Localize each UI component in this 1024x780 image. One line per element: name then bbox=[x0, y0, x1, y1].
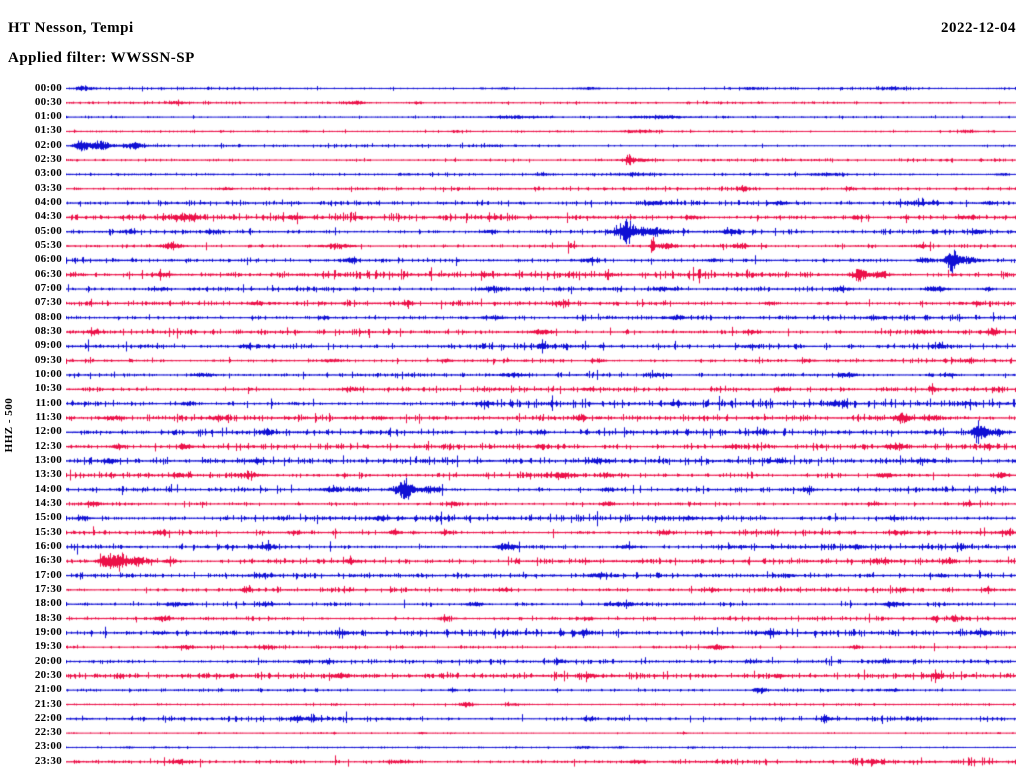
time-label: 14:00 bbox=[34, 482, 62, 495]
helicorder-plot-area bbox=[66, 81, 1016, 773]
time-label: 22:00 bbox=[34, 711, 62, 724]
time-label: 02:00 bbox=[34, 138, 62, 151]
time-label: 02:30 bbox=[34, 153, 62, 166]
time-label: 00:30 bbox=[34, 95, 62, 108]
time-label: 14:30 bbox=[34, 496, 62, 509]
time-label: 01:00 bbox=[34, 110, 62, 123]
time-label: 21:30 bbox=[34, 697, 62, 710]
time-label: 05:30 bbox=[34, 239, 62, 252]
time-label: 09:00 bbox=[34, 339, 62, 352]
time-label: 15:00 bbox=[34, 511, 62, 524]
time-label: 23:00 bbox=[34, 740, 62, 753]
time-label: 10:30 bbox=[34, 382, 62, 395]
time-label: 17:00 bbox=[34, 568, 62, 581]
time-label: 18:30 bbox=[34, 611, 62, 624]
time-label: 22:30 bbox=[34, 726, 62, 739]
time-label: 05:00 bbox=[34, 224, 62, 237]
time-label: 03:30 bbox=[34, 181, 62, 194]
time-label: 12:30 bbox=[34, 439, 62, 452]
time-label: 16:30 bbox=[34, 554, 62, 567]
time-label: 12:00 bbox=[34, 425, 62, 438]
station-title: HT Nesson, Tempi bbox=[8, 20, 134, 36]
time-axis-labels: 00:00 00:30 01:00 01:30 02:00 02:30 03:00 03:30… bbox=[0, 81, 62, 773]
applied-filter-label: Applied filter: WWSSN-SP bbox=[8, 50, 195, 66]
record-date: 2022-12-04 bbox=[941, 20, 1016, 36]
time-label: 07:00 bbox=[34, 282, 62, 295]
time-label: 08:30 bbox=[34, 325, 62, 338]
time-label: 18:00 bbox=[34, 597, 62, 610]
time-label: 10:00 bbox=[34, 368, 62, 381]
time-label: 04:00 bbox=[34, 196, 62, 209]
time-label: 06:00 bbox=[34, 253, 62, 266]
time-label: 20:00 bbox=[34, 654, 62, 667]
time-label: 13:00 bbox=[34, 453, 62, 466]
time-label: 11:00 bbox=[35, 396, 62, 409]
time-label: 16:00 bbox=[34, 539, 62, 552]
time-label: 21:00 bbox=[34, 683, 62, 696]
time-label: 20:30 bbox=[34, 668, 62, 681]
time-label: 09:30 bbox=[34, 353, 62, 366]
time-label: 19:00 bbox=[34, 625, 62, 638]
time-label: 23:30 bbox=[34, 754, 62, 767]
time-label: 04:30 bbox=[34, 210, 62, 223]
time-label: 00:00 bbox=[34, 81, 62, 94]
time-label: 07:30 bbox=[34, 296, 62, 309]
time-label: 17:30 bbox=[34, 582, 62, 595]
time-label: 11:30 bbox=[35, 410, 62, 423]
time-label: 03:00 bbox=[34, 167, 62, 180]
time-label: 19:30 bbox=[34, 640, 62, 653]
time-label: 08:00 bbox=[34, 310, 62, 323]
time-label: 01:30 bbox=[34, 124, 62, 137]
time-label: 13:30 bbox=[34, 468, 62, 481]
time-label: 06:30 bbox=[34, 267, 62, 280]
seismogram-traces-canvas bbox=[66, 81, 1016, 773]
time-label: 15:30 bbox=[34, 525, 62, 538]
